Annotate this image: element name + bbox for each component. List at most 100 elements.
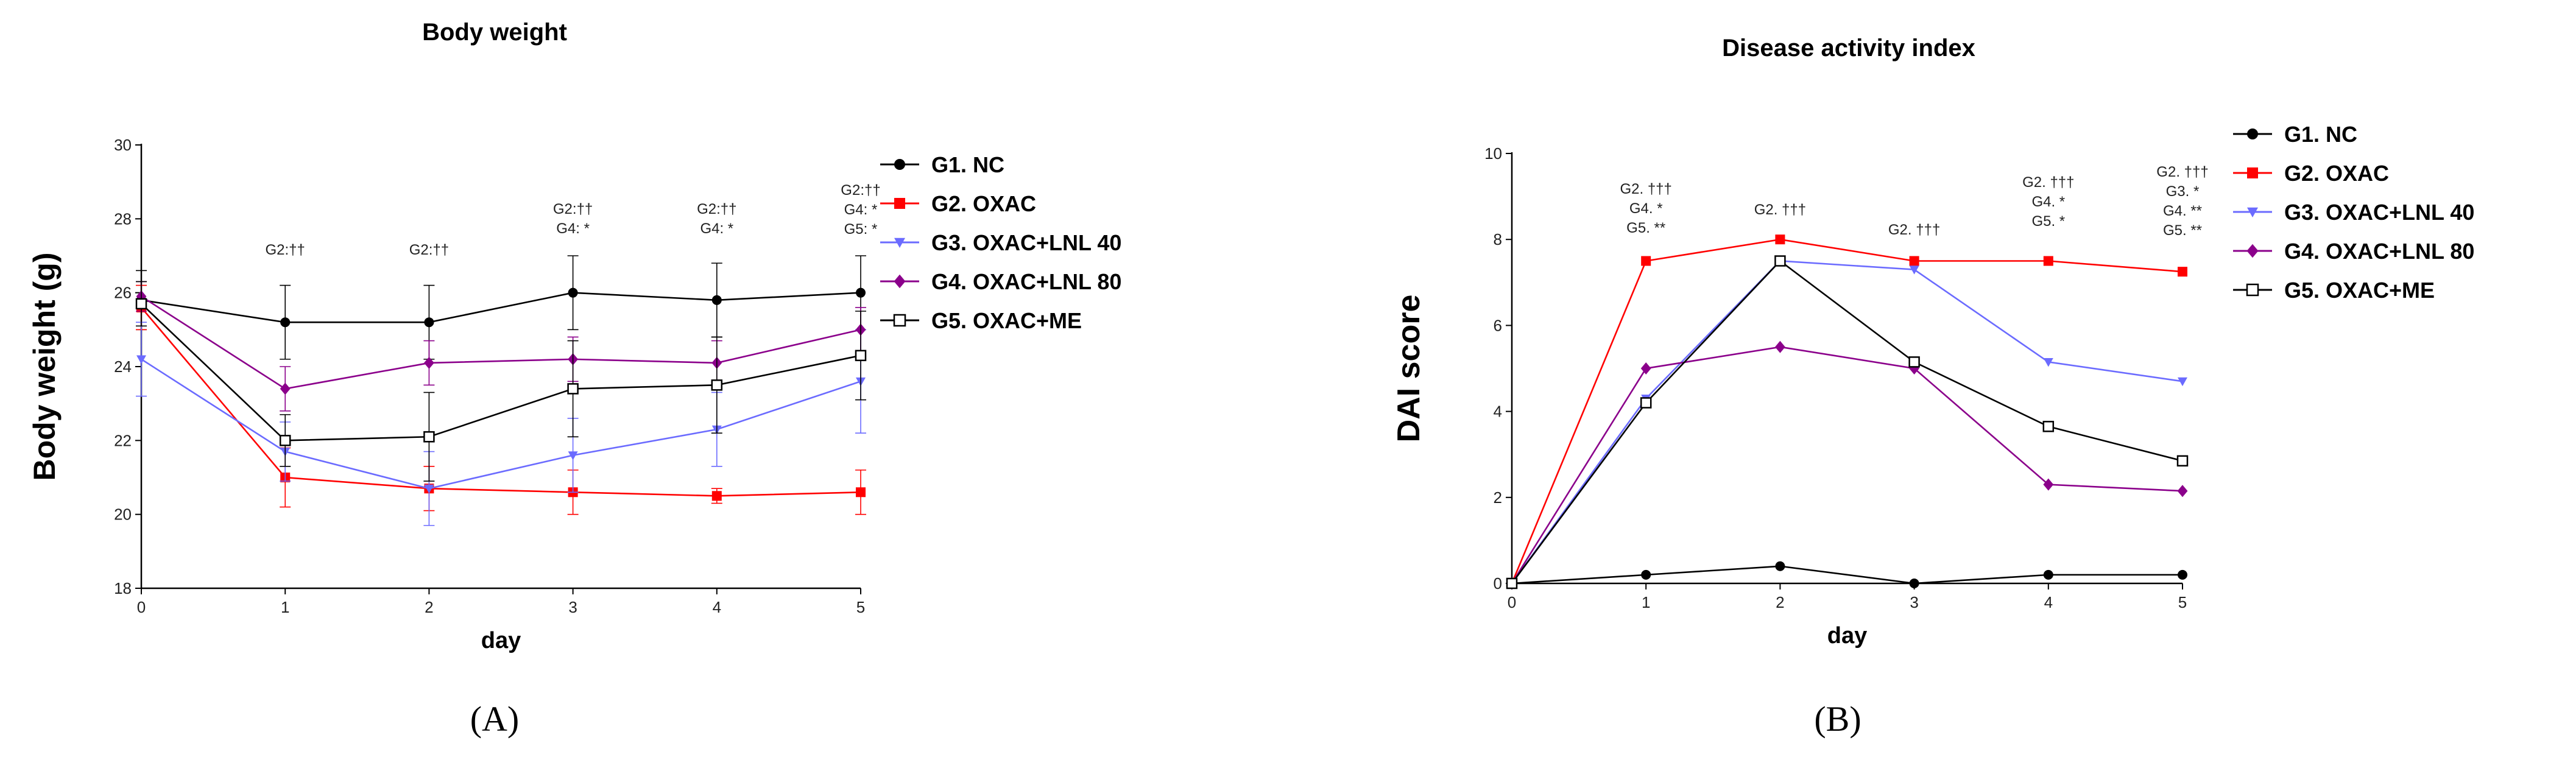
data-point	[711, 379, 723, 391]
x-tick-label: 5	[856, 598, 865, 616]
data-point	[1641, 569, 1651, 580]
legend-label: G4. OXAC+LNL 80	[2284, 239, 2474, 264]
legend-label: G2. OXAC	[2284, 161, 2389, 186]
y-axis-label: Body weight (g)	[27, 253, 62, 481]
legend-item-5: G5. OXAC+ME	[2233, 278, 2435, 303]
series-line	[141, 307, 861, 497]
data-point	[136, 355, 146, 364]
legend-item-5: G5. OXAC+ME	[880, 308, 1082, 333]
data-point	[2178, 569, 2187, 580]
significance-annotation: G4. **	[2163, 203, 2202, 219]
data-point	[424, 484, 434, 494]
legend-marker	[2247, 207, 2258, 217]
series-4	[1506, 340, 2188, 589]
significance-annotation: G2:††	[266, 242, 305, 258]
y-tick-label: 18	[114, 579, 132, 597]
data-point	[2043, 478, 2054, 491]
legend-marker	[894, 274, 906, 289]
data-point	[567, 383, 579, 395]
series-1	[1507, 561, 2187, 588]
legend-marker	[894, 237, 905, 248]
data-point	[2177, 485, 2188, 498]
series-line	[1511, 238, 2183, 584]
y-tick-label: 26	[114, 284, 132, 302]
significance-annotation: G4: *	[700, 220, 733, 237]
y-tick-label: 20	[114, 505, 132, 524]
data-point	[279, 435, 291, 446]
legend-label: G3. OXAC+LNL 40	[931, 230, 1121, 255]
data-point	[711, 491, 722, 501]
legend-label: G5. OXAC+ME	[2284, 278, 2435, 303]
x-tick-label: 4	[713, 598, 721, 616]
data-point	[1908, 356, 1920, 368]
legend-item-2: G2. OXAC	[2233, 161, 2389, 186]
significance-annotation: G2. †††	[1754, 202, 1806, 218]
y-tick-label: 2	[1494, 488, 1502, 507]
series-line	[141, 292, 861, 323]
y-tick-label: 28	[114, 209, 132, 228]
data-point	[2042, 421, 2055, 432]
series-5	[1506, 255, 2189, 589]
data-point	[1641, 256, 1651, 266]
panel-label: (A)	[470, 699, 520, 739]
data-point	[1640, 362, 1651, 375]
chart-title: Body weight	[422, 19, 567, 46]
significance-annotation: G2. †††	[1888, 222, 1940, 238]
data-point	[280, 382, 291, 395]
series-line	[141, 303, 861, 442]
legend-item-1: G1. NC	[2233, 122, 2357, 147]
significance-annotation: G2. †††	[2156, 164, 2208, 180]
significance-annotation: G5. **	[2163, 222, 2202, 239]
legend-marker	[893, 314, 906, 327]
y-axis-label: DAI score	[1391, 295, 1427, 443]
significance-annotation: G2:††	[409, 242, 449, 258]
x-tick-label: 4	[2044, 593, 2053, 611]
legend-label: G4. OXAC+LNL 80	[931, 269, 1121, 294]
legend-marker	[894, 159, 905, 170]
data-point	[711, 295, 722, 305]
series-line	[1511, 346, 2183, 584]
series-2	[1507, 234, 2187, 588]
significance-annotation: G4. *	[2031, 194, 2065, 210]
chart-title: Disease activity index	[1722, 35, 1975, 62]
data-point	[856, 487, 866, 498]
legend-item-2: G2. OXAC	[880, 191, 1036, 216]
legend-item-4: G4. OXAC+LNL 80	[2233, 239, 2474, 264]
x-tick-label: 1	[281, 598, 289, 616]
series-2	[136, 284, 866, 515]
data-point	[1909, 266, 1919, 275]
data-point	[2178, 377, 2187, 387]
y-tick-label: 0	[1494, 574, 1502, 593]
significance-annotation: G5. **	[1626, 220, 1665, 236]
significance-annotation: G4. *	[1629, 200, 1663, 217]
data-point	[856, 287, 866, 298]
significance-annotation: G5: *	[844, 221, 878, 237]
x-tick-label: 2	[425, 598, 433, 616]
data-point	[2178, 267, 2187, 277]
series-5	[135, 281, 867, 482]
y-tick-label: 10	[1484, 144, 1502, 163]
significance-annotation: G5. *	[2031, 213, 2065, 230]
data-point	[424, 317, 434, 328]
y-tick-label: 24	[114, 357, 132, 376]
legend-marker	[2247, 167, 2258, 178]
legend-marker	[2247, 128, 2258, 139]
data-point	[568, 287, 578, 298]
data-point	[855, 350, 867, 362]
legend-item-3: G3. OXAC+LNL 40	[880, 230, 1121, 255]
chart-panel-b: Disease activity index 0 2 4 6 8 10 0 1 2 3 4 5 day DA…	[1391, 35, 2474, 739]
significance-annotation: G4: *	[556, 220, 590, 237]
legend-marker	[894, 198, 905, 209]
data-point	[2043, 569, 2053, 580]
legend-label: G1. NC	[931, 152, 1004, 177]
series-line	[1511, 259, 2183, 584]
series-line	[141, 295, 861, 390]
data-point	[2043, 256, 2053, 266]
data-point	[2176, 455, 2189, 467]
x-tick-label: 5	[2178, 593, 2187, 611]
panel-label: (B)	[1814, 699, 1861, 739]
series-line	[1511, 565, 2183, 585]
significance-annotation: G2:††	[841, 182, 880, 199]
x-axis-label: day	[1827, 623, 1867, 649]
significance-annotation: G2:††	[553, 201, 593, 217]
